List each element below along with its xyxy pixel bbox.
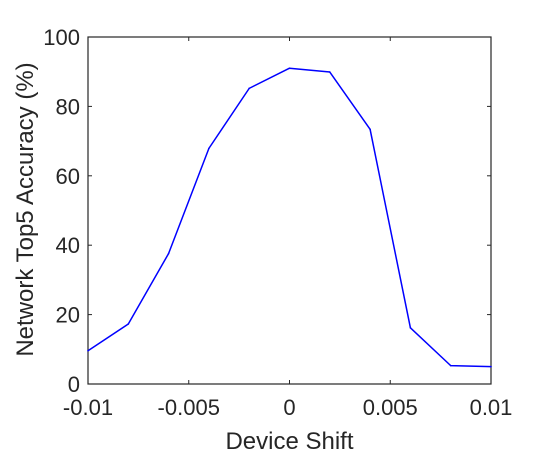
y-tick-label: 60 [56, 164, 80, 189]
y-tick-label: 0 [68, 372, 80, 397]
y-tick-label: 40 [56, 233, 80, 258]
plot-area [87, 36, 492, 385]
x-axis-ticks: -0.01 -0.005 0 0.005 0.01 [63, 37, 512, 420]
y-axis-label: Network Top5 Accuracy (%) [12, 62, 39, 356]
y-tick-label: 100 [43, 25, 80, 50]
series-line [87, 67, 492, 368]
data-point [127, 323, 130, 325]
data-point [167, 252, 170, 255]
data-point [449, 364, 452, 367]
y-axis-ticks: 0 20 40 60 80 100 [43, 25, 491, 397]
x-tick-label: 0.01 [470, 395, 513, 420]
y-tick-label: 80 [56, 94, 80, 119]
x-tick-label: 0 [283, 395, 295, 420]
x-tick-label: -0.01 [63, 395, 113, 420]
data-point [329, 71, 331, 73]
series-layer [87, 67, 492, 368]
x-tick-label: 0.005 [363, 395, 418, 420]
x-tick-label: -0.005 [158, 395, 220, 420]
plot-frame [87, 36, 492, 385]
data-point [288, 67, 291, 70]
x-axis-label: Device Shift [225, 428, 353, 455]
data-point [248, 87, 250, 90]
data-point [490, 365, 492, 368]
data-point [369, 128, 371, 131]
data-point [208, 147, 210, 150]
data-point [409, 326, 412, 329]
y-tick-label: 20 [56, 303, 80, 328]
data-point [87, 349, 89, 352]
